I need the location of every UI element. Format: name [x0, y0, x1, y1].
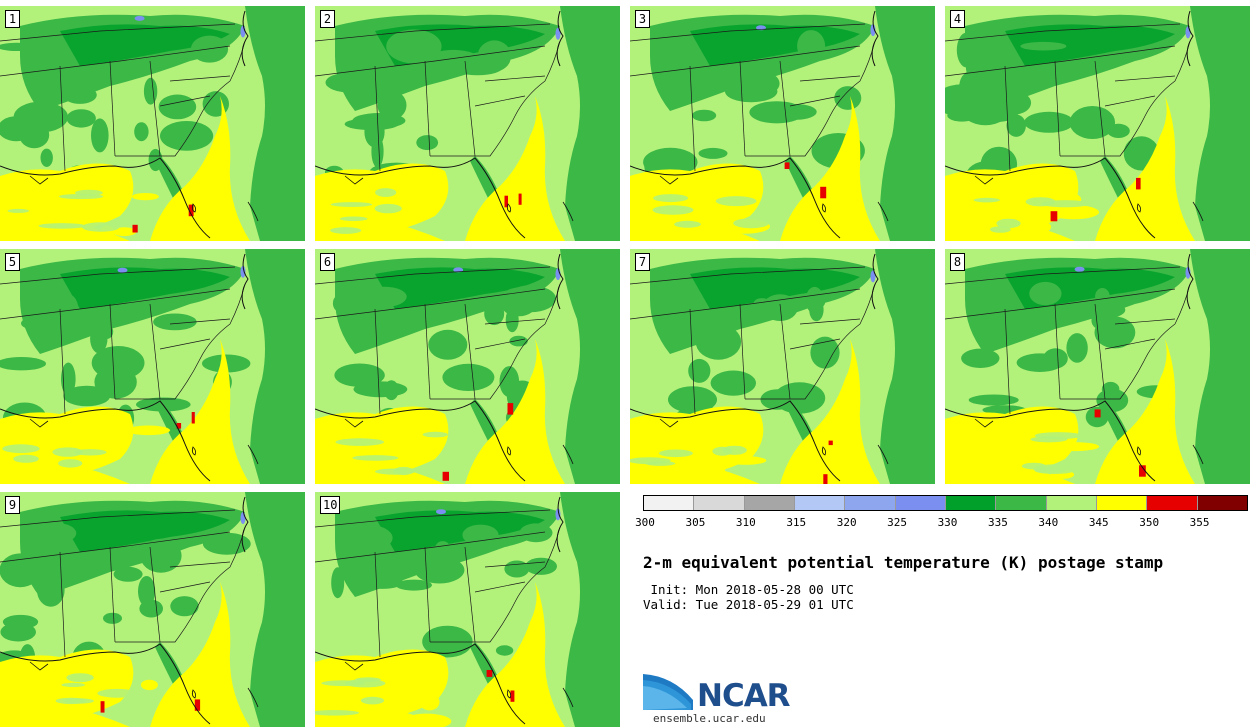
colorbar-tick-label: 350: [1139, 516, 1160, 529]
colorbar-segment: [644, 496, 695, 510]
colorbar-tick-label: 305: [685, 516, 706, 529]
colorbar-tick-label: 340: [1038, 516, 1059, 529]
member-map: [945, 6, 1250, 241]
member-number-label: 3: [635, 10, 650, 28]
member-panel: 2: [315, 6, 620, 241]
member-number-label: 1: [5, 10, 20, 28]
member-panel: 9: [0, 492, 305, 727]
member-map: [0, 6, 305, 241]
member-map: [630, 249, 935, 484]
colorbar-tick-label: 315: [786, 516, 807, 529]
colorbar-tick-label: 335: [987, 516, 1008, 529]
member-panel: 7: [630, 249, 935, 484]
member-number-label: 5: [5, 253, 20, 271]
colorbar-tick-label: 320: [836, 516, 857, 529]
member-number-label: 7: [635, 253, 650, 271]
ncar-swoosh-icon: [643, 674, 693, 710]
colorbar-segment: [895, 496, 946, 510]
colorbar-tick-label: 330: [937, 516, 958, 529]
member-panel: 5: [0, 249, 305, 484]
colorbar: [643, 495, 1248, 511]
colorbar-segment: [1197, 496, 1247, 510]
member-panel: 1: [0, 6, 305, 241]
member-map: [0, 249, 305, 484]
colorbar-tick-label: 345: [1088, 516, 1109, 529]
member-map: [315, 6, 620, 241]
member-panel: 3: [630, 6, 935, 241]
member-number-label: 10: [320, 496, 341, 514]
member-map: [315, 249, 620, 484]
member-map: [945, 249, 1250, 484]
colorbar-tick-label: 355: [1189, 516, 1210, 529]
ncar-logo: NCAR ensemble.ucar.edu: [643, 672, 793, 728]
member-panel: 4: [945, 6, 1250, 241]
member-panel: 6: [315, 249, 620, 484]
init-time: Init: Mon 2018-05-28 00 UTC: [643, 582, 854, 597]
colorbar-ticks: 300 305 310 315 320 325 330 335 340 345 350 355: [635, 516, 1248, 530]
member-panel: 10: [315, 492, 620, 727]
member-map: [0, 492, 305, 727]
colorbar-tick-label: 300: [635, 516, 655, 529]
member-map: [630, 6, 935, 241]
member-number-label: 9: [5, 496, 20, 514]
logo-wordmark: NCAR: [697, 678, 791, 714]
figure-title: 2-m equivalent potential temperature (K)…: [643, 553, 1164, 572]
valid-time: Valid: Tue 2018-05-29 01 UTC: [643, 597, 854, 612]
member-number-label: 4: [950, 10, 965, 28]
member-number-label: 8: [950, 253, 965, 271]
colorbar-segment: [1147, 496, 1198, 510]
colorbar-segment: [996, 496, 1047, 510]
member-panel: 8: [945, 249, 1250, 484]
colorbar-tick-label: 310: [735, 516, 756, 529]
member-map: [315, 492, 620, 727]
colorbar-segment: [945, 496, 997, 510]
logo-url: ensemble.ucar.edu: [653, 712, 766, 725]
colorbar-segment: [1096, 496, 1148, 510]
colorbar-segment: [1046, 496, 1097, 510]
colorbar-tick-label: 325: [887, 516, 908, 529]
colorbar-segment: [794, 496, 846, 510]
member-number-label: 2: [320, 10, 335, 28]
colorbar-segment: [744, 496, 795, 510]
time-info: Init: Mon 2018-05-28 00 UTC Valid: Tue 2…: [643, 582, 854, 612]
colorbar-segment: [694, 496, 745, 510]
member-number-label: 6: [320, 253, 335, 271]
colorbar-segment: [845, 496, 896, 510]
